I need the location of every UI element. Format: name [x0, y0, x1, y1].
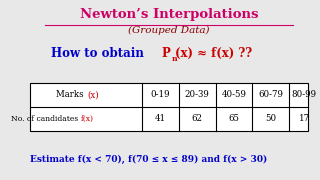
Text: No. of candidates: No. of candidates	[11, 115, 80, 123]
Text: How to obtain: How to obtain	[51, 47, 148, 60]
Text: 65: 65	[228, 114, 239, 123]
Bar	[30, 83, 308, 131]
Text: 41: 41	[155, 114, 166, 123]
Text: 40-59: 40-59	[221, 90, 246, 99]
Text: Marks: Marks	[56, 90, 86, 99]
Text: 50: 50	[265, 114, 276, 123]
Text: 80-99: 80-99	[292, 90, 316, 99]
Text: P: P	[162, 47, 171, 60]
Text: f(x): f(x)	[81, 115, 94, 123]
Text: Newton’s Interpolations: Newton’s Interpolations	[80, 8, 258, 21]
Text: (x) ≈ f(x) ??: (x) ≈ f(x) ??	[175, 47, 252, 60]
Text: 20-39: 20-39	[185, 90, 210, 99]
Text: (x): (x)	[88, 90, 100, 99]
Text: Estimate f(x < 70), f(70 ≤ x ≤ 89) and f(x > 30): Estimate f(x < 70), f(70 ≤ x ≤ 89) and f…	[30, 154, 268, 164]
Text: (Grouped Data): (Grouped Data)	[128, 26, 210, 35]
Text: 60-79: 60-79	[258, 90, 283, 99]
Text: 17: 17	[299, 114, 310, 123]
Text: n: n	[171, 55, 177, 63]
Text: 0-19: 0-19	[151, 90, 171, 99]
Text: 62: 62	[192, 114, 203, 123]
